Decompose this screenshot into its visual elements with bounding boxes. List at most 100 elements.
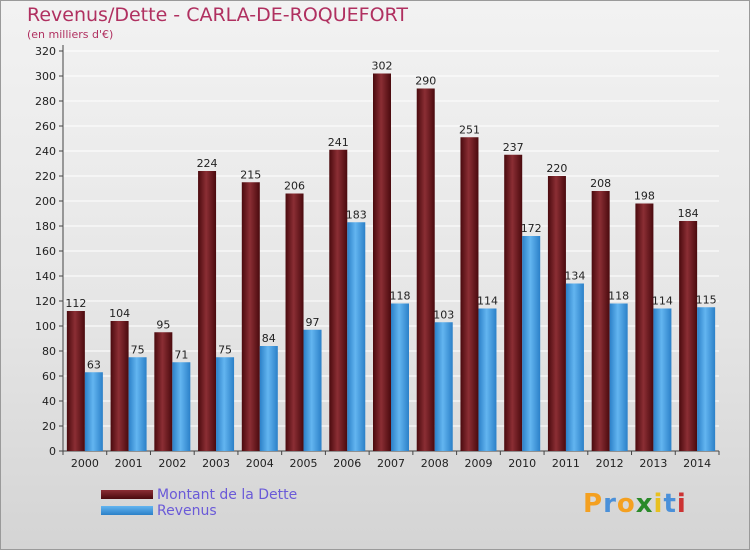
bar-debt bbox=[154, 332, 173, 451]
data-label-revenue: 75 bbox=[218, 343, 232, 356]
data-label-debt: 95 bbox=[156, 318, 170, 331]
bar-revenue bbox=[347, 222, 366, 451]
logo-letter: o bbox=[616, 489, 636, 519]
y-tick-label: 240 bbox=[35, 145, 56, 158]
data-label-debt: 112 bbox=[65, 297, 86, 310]
logo-letter: P bbox=[583, 489, 604, 519]
y-tick-label: 0 bbox=[49, 445, 56, 458]
data-label-revenue: 183 bbox=[346, 208, 367, 221]
data-label-debt: 215 bbox=[240, 168, 261, 181]
legend-swatch-revenue bbox=[101, 506, 153, 515]
y-tick-label: 220 bbox=[35, 170, 56, 183]
data-label-debt: 224 bbox=[197, 157, 218, 170]
bar-revenue bbox=[565, 283, 584, 451]
bar-revenue bbox=[522, 236, 541, 451]
data-label-debt: 198 bbox=[634, 190, 655, 203]
x-tick-label: 2004 bbox=[246, 457, 274, 470]
y-tick-label: 20 bbox=[42, 420, 56, 433]
bar-revenue bbox=[84, 372, 103, 451]
data-label-debt: 302 bbox=[372, 60, 393, 73]
x-tick-label: 2010 bbox=[508, 457, 536, 470]
y-tick-label: 260 bbox=[35, 120, 56, 133]
y-tick-label: 160 bbox=[35, 245, 56, 258]
bar-debt bbox=[285, 193, 304, 451]
bar-revenue bbox=[653, 308, 672, 451]
x-tick-label: 2011 bbox=[552, 457, 580, 470]
bar-debt bbox=[66, 311, 85, 451]
y-tick-label: 120 bbox=[35, 295, 56, 308]
data-label-revenue: 114 bbox=[477, 295, 498, 308]
bar-debt bbox=[198, 171, 217, 451]
x-tick-label: 2014 bbox=[683, 457, 711, 470]
x-tick-label: 2007 bbox=[377, 457, 405, 470]
bar-debt bbox=[591, 191, 610, 451]
data-label-revenue: 103 bbox=[433, 308, 454, 321]
bar-revenue bbox=[434, 322, 453, 451]
bar-debt bbox=[679, 221, 698, 451]
legend-label-revenue: Revenus bbox=[157, 503, 217, 519]
logo-letter: i bbox=[653, 489, 664, 519]
bar-revenue bbox=[216, 357, 235, 451]
chart-subtitle: (en milliers d'€) bbox=[27, 28, 114, 41]
x-tick-label: 2002 bbox=[158, 457, 186, 470]
data-label-revenue: 75 bbox=[131, 343, 145, 356]
bar-revenue bbox=[478, 308, 497, 451]
bar-revenue bbox=[128, 357, 147, 451]
logo-letter: x bbox=[635, 489, 654, 519]
y-tick-label: 60 bbox=[42, 370, 56, 383]
y-tick-label: 280 bbox=[35, 95, 56, 108]
bar-debt bbox=[416, 88, 435, 451]
x-tick-label: 2003 bbox=[202, 457, 230, 470]
x-tick-label: 2009 bbox=[464, 457, 492, 470]
data-label-debt: 237 bbox=[503, 141, 524, 154]
chart-title: Revenus/Dette - CARLA-DE-ROQUEFORT bbox=[27, 4, 408, 26]
bar-debt bbox=[547, 176, 566, 451]
logo-letter: t bbox=[663, 489, 677, 519]
data-label-debt: 206 bbox=[284, 180, 305, 193]
data-label-revenue: 115 bbox=[696, 293, 717, 306]
y-tick-label: 200 bbox=[35, 195, 56, 208]
data-label-revenue: 71 bbox=[174, 348, 188, 361]
y-tick-label: 40 bbox=[42, 395, 56, 408]
data-label-debt: 251 bbox=[459, 123, 480, 136]
x-tick-label: 2013 bbox=[639, 457, 667, 470]
data-label-debt: 208 bbox=[590, 177, 611, 190]
bar-revenue bbox=[172, 362, 191, 451]
data-label-debt: 104 bbox=[109, 307, 130, 320]
bar-debt bbox=[504, 154, 523, 451]
bar-debt bbox=[460, 137, 479, 451]
x-tick-label: 2005 bbox=[290, 457, 318, 470]
legend-label-debt: Montant de la Dette bbox=[157, 487, 298, 503]
y-tick-label: 100 bbox=[35, 320, 56, 333]
logo-letter: r bbox=[603, 489, 617, 519]
bar-debt bbox=[329, 149, 348, 451]
proxiti-logo: Proxiti bbox=[583, 489, 687, 519]
data-label-revenue: 134 bbox=[564, 270, 585, 283]
bar-revenue bbox=[303, 329, 322, 451]
x-tick-label: 2000 bbox=[71, 457, 99, 470]
data-label-debt: 241 bbox=[328, 136, 349, 149]
x-tick-label: 2006 bbox=[333, 457, 361, 470]
legend-swatch-debt bbox=[101, 490, 153, 499]
y-tick-label: 300 bbox=[35, 70, 56, 83]
bar-revenue bbox=[609, 303, 628, 451]
bar-revenue bbox=[391, 303, 409, 451]
data-label-revenue: 172 bbox=[521, 222, 542, 235]
data-label-revenue: 63 bbox=[87, 358, 101, 371]
bar-revenue bbox=[259, 346, 278, 451]
data-label-revenue: 118 bbox=[608, 290, 629, 303]
y-tick-label: 180 bbox=[35, 220, 56, 233]
bar-debt bbox=[373, 73, 391, 451]
x-tick-label: 2012 bbox=[596, 457, 624, 470]
y-tick-label: 320 bbox=[35, 45, 56, 58]
data-label-revenue: 114 bbox=[652, 295, 673, 308]
bar-revenue bbox=[697, 307, 716, 451]
x-tick-label: 2008 bbox=[421, 457, 449, 470]
bar-debt bbox=[635, 203, 654, 451]
y-tick-label: 140 bbox=[35, 270, 56, 283]
bar-debt bbox=[241, 182, 260, 451]
y-tick-label: 80 bbox=[42, 345, 56, 358]
logo-letter: i bbox=[676, 489, 687, 519]
data-label-debt: 220 bbox=[546, 162, 567, 175]
